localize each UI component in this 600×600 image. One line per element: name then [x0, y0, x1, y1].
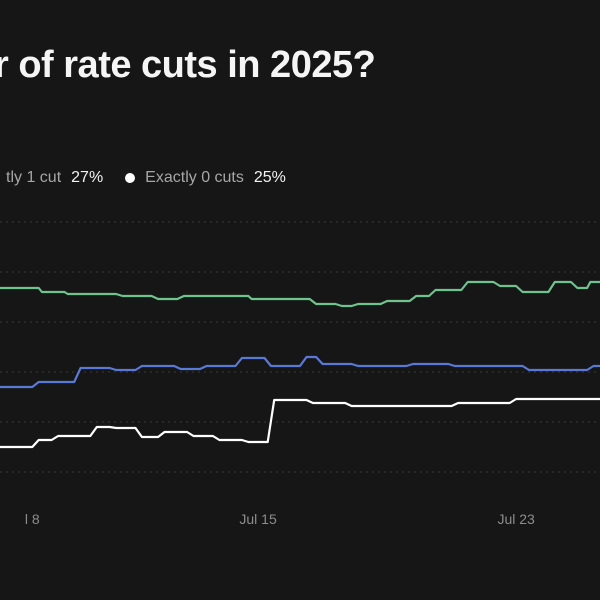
- chart-legend: tly 1 cut 27% Exactly 0 cuts 25%: [0, 167, 308, 189]
- grid: [0, 221, 600, 473]
- legend-value: 25%: [253, 169, 286, 186]
- series-line-3[interactable]: [0, 397, 600, 449]
- series-line-2[interactable]: [0, 355, 600, 389]
- legend-label: tly 1 cut: [6, 169, 62, 186]
- x-axis: l 8 Jul 15 Jul 23: [25, 511, 535, 527]
- legend-item-exactly-1-cut[interactable]: tly 1 cut 27%: [0, 169, 103, 187]
- legend-label: Exactly 0 cuts: [145, 169, 244, 186]
- legend-dot-icon: [125, 173, 136, 183]
- legend-value: 27%: [71, 169, 104, 186]
- x-tick-label: l 8: [25, 511, 40, 527]
- x-tick-label: Jul 15: [239, 511, 277, 527]
- series-lines: [0, 280, 600, 449]
- series-line-1[interactable]: [0, 280, 600, 308]
- legend-item-exactly-0-cuts[interactable]: Exactly 0 cuts 25%: [125, 169, 286, 187]
- chart-title: r of rate cuts in 2025?: [0, 44, 376, 86]
- x-tick-label: Jul 23: [497, 511, 535, 527]
